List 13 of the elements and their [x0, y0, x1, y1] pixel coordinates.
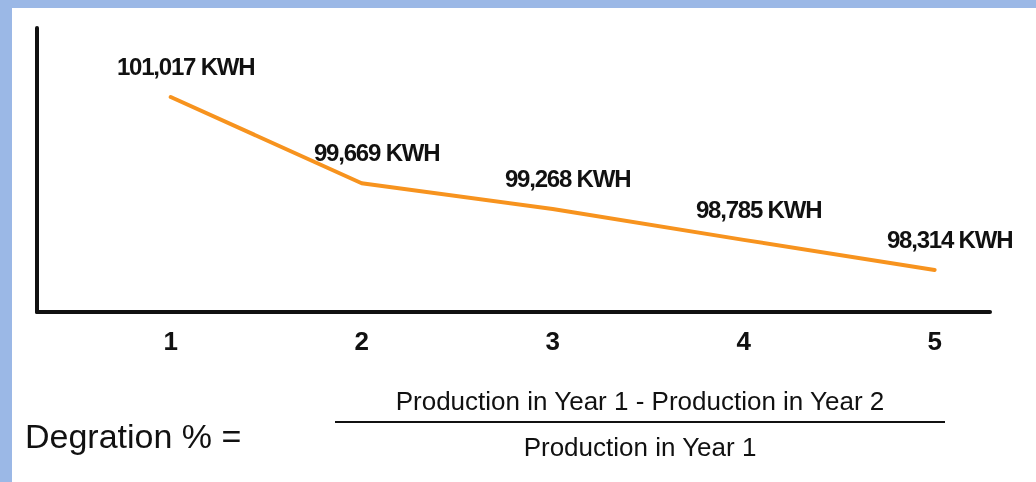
x-tick-label: 3	[545, 326, 560, 356]
text: Production in Year 1	[523, 432, 757, 462]
text: Degration % =	[25, 417, 242, 455]
data-label: 98,314 KWH	[886, 226, 1013, 253]
x-tick-label: 2	[354, 326, 369, 356]
data-label: 99,268 KWH	[504, 164, 631, 192]
x-tick-label: 5	[927, 326, 942, 356]
data-label: 101,017 KWH	[116, 53, 255, 80]
x-tick-label: 1	[163, 326, 178, 356]
data-label: 98,785 KWH	[695, 195, 822, 223]
x-tick-label: 4	[736, 326, 752, 356]
data-label: 99,669 KWH	[313, 139, 440, 167]
text: Production in Year 1 - Production in Year 2	[395, 386, 885, 416]
